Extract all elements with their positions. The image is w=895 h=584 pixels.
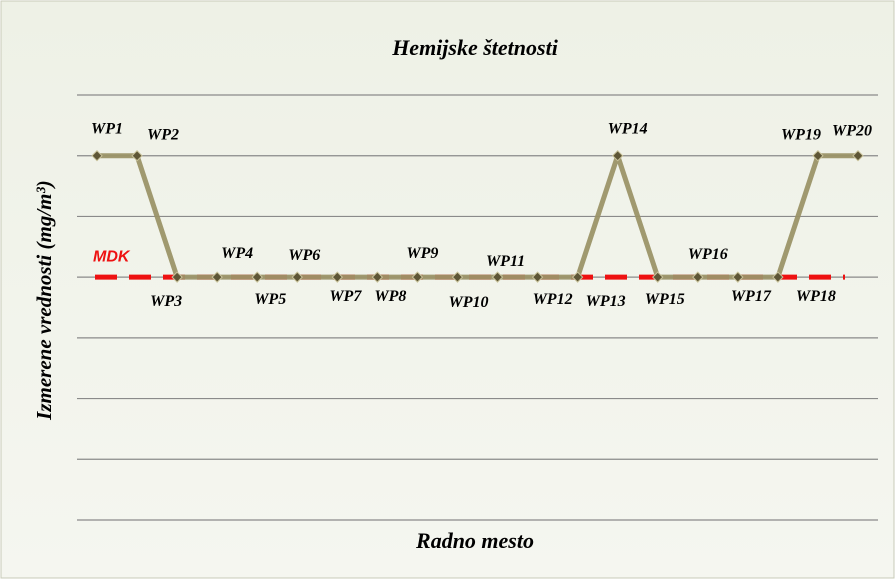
category-label: WP19 <box>781 126 821 143</box>
marker <box>571 271 584 283</box>
category-label: WP12 <box>533 291 573 308</box>
category-label: WP7 <box>329 288 362 305</box>
category-label: WP9 <box>406 245 438 262</box>
marker <box>91 150 103 162</box>
threshold-label: MDK <box>93 248 131 265</box>
category-label: WP5 <box>254 291 286 308</box>
marker <box>692 271 704 283</box>
chart-title: Hemijske štetnosti <box>391 35 559 60</box>
category-label: WP3 <box>150 293 182 310</box>
marker <box>852 150 864 162</box>
marker <box>732 271 744 283</box>
marker <box>491 271 504 283</box>
category-label: WP10 <box>448 294 488 311</box>
category-label: WP15 <box>645 291 685 308</box>
marker <box>371 271 384 283</box>
marker <box>211 271 223 283</box>
marker <box>411 271 424 283</box>
category-label: WP16 <box>688 246 728 263</box>
category-label: WP20 <box>832 122 872 139</box>
category-label: WP6 <box>288 247 320 264</box>
marker <box>611 150 624 162</box>
category-label: WP8 <box>374 288 406 305</box>
marker <box>652 271 664 283</box>
category-label: WP13 <box>586 293 626 310</box>
marker <box>812 150 824 162</box>
category-label: WP17 <box>731 288 772 305</box>
marker <box>772 271 784 283</box>
category-label: WP14 <box>608 120 648 137</box>
category-label: WP11 <box>486 253 525 270</box>
marker <box>171 271 183 283</box>
marker <box>531 271 544 283</box>
category-label: WP18 <box>796 288 836 305</box>
marker <box>331 271 344 283</box>
data-line <box>97 153 858 280</box>
category-label: WP4 <box>221 245 253 262</box>
marker <box>251 271 263 283</box>
x-axis-label: Radno mesto <box>415 528 534 553</box>
category-label: WP1 <box>91 120 123 137</box>
marker <box>131 150 143 162</box>
marker <box>451 271 464 283</box>
y-axis-label: Izmerene vrednosti (mg/m³) <box>32 180 56 421</box>
category-label: WP2 <box>147 126 179 143</box>
marker <box>291 271 303 283</box>
